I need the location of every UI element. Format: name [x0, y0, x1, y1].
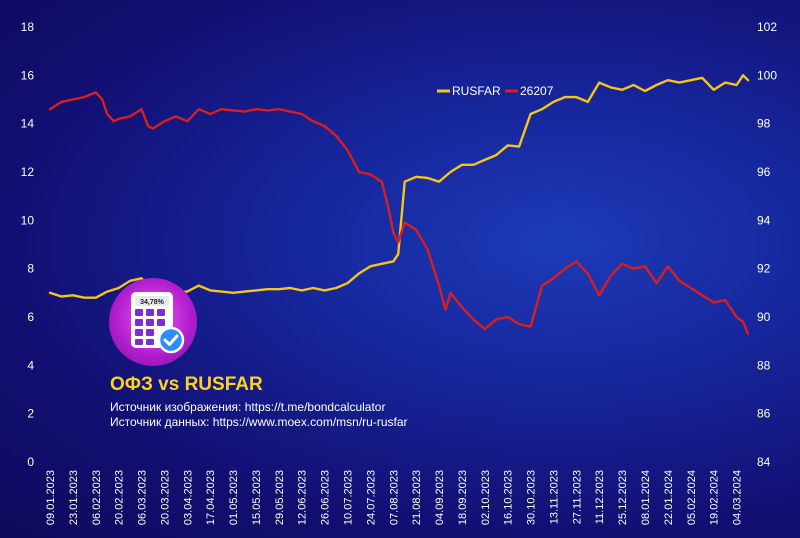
x-tick-label: 04.09.2023 [434, 470, 446, 525]
x-tick-label: 09.01.2023 [45, 470, 57, 525]
x-tick-label: 20.03.2023 [159, 470, 171, 525]
left-tick-label: 16 [21, 68, 35, 82]
x-tick-label: 17.04.2023 [205, 470, 217, 525]
right-tick-label: 100 [757, 68, 777, 82]
right-axis: 84 86 88 90 92 94 96 98 100 102 [757, 20, 777, 469]
calculator-logo: 34,78% [109, 278, 197, 366]
x-tick-label: 21.08.2023 [411, 470, 423, 525]
x-tick-label: 20.02.2023 [114, 470, 126, 525]
left-tick-label: 18 [21, 20, 35, 34]
brand-title: ОФЗ vs RUSFAR [110, 374, 263, 395]
x-tick-label: 03.04.2023 [182, 470, 194, 525]
x-tick-label: 01.05.2023 [228, 470, 240, 525]
x-tick-label: 27.11.2023 [571, 470, 583, 524]
x-tick-label: 05.02.2024 [686, 470, 698, 525]
right-tick-label: 92 [757, 262, 771, 276]
legend-label-26207: 26207 [520, 84, 554, 98]
right-tick-label: 84 [757, 455, 771, 469]
x-tick-label: 07.08.2023 [388, 470, 400, 525]
calculator-icon: 34,78% [131, 292, 185, 354]
left-tick-label: 2 [27, 407, 34, 421]
legend-label-rusfar: RUSFAR [452, 84, 501, 98]
series-line-26207 [48, 91, 750, 336]
x-tick-label: 15.05.2023 [251, 470, 263, 525]
x-tick-label: 30.10.2023 [526, 470, 538, 525]
right-tick-label: 90 [757, 310, 771, 324]
image-source-line: Источник изображения: https://t.me/bondc… [110, 400, 386, 414]
x-tick-label: 16.10.2023 [503, 470, 515, 525]
left-tick-label: 8 [27, 262, 34, 276]
left-tick-label: 4 [27, 358, 34, 372]
right-tick-label: 98 [757, 117, 771, 131]
legend: RUSFAR 26207 [437, 84, 554, 98]
x-tick-label: 25.12.2023 [617, 470, 629, 525]
right-tick-label: 86 [757, 407, 771, 421]
x-tick-label: 04.03.2024 [732, 470, 744, 525]
x-tick-label: 18.09.2023 [457, 470, 469, 525]
series-line-rusfar [48, 74, 750, 299]
right-tick-label: 102 [757, 20, 777, 34]
x-tick-label: 19.02.2024 [709, 470, 721, 525]
right-tick-label: 96 [757, 165, 771, 179]
x-tick-label: 13.11.2023 [548, 470, 560, 524]
data-source-line: Источник данных: https://www.moex.com/ms… [110, 415, 408, 429]
right-tick-label: 88 [757, 358, 771, 372]
x-tick-label: 22.01.2024 [663, 470, 675, 525]
x-tick-label: 24.07.2023 [365, 470, 377, 525]
x-tick-label: 11.12.2023 [594, 470, 606, 524]
calculator-display: 34,78% [140, 299, 165, 306]
left-tick-label: 10 [21, 213, 35, 227]
left-tick-label: 6 [27, 310, 34, 324]
x-tick-label: 06.02.2023 [91, 470, 103, 525]
brand-block: ОФЗ vs RUSFAR Источник изображения: http… [110, 374, 470, 430]
left-tick-label: 14 [21, 117, 35, 131]
x-axis: 09.01.2023 23.01.2023 06.02.2023 20.02.2023… [45, 470, 744, 525]
x-tick-label: 02.10.2023 [480, 470, 492, 525]
left-tick-label: 0 [27, 455, 34, 469]
x-tick-label: 08.01.2024 [640, 470, 652, 525]
right-tick-label: 94 [757, 213, 771, 227]
x-tick-label: 29.05.2023 [274, 470, 286, 525]
x-tick-label: 12.06.2023 [297, 470, 309, 525]
x-tick-label: 06.03.2023 [137, 470, 149, 525]
x-tick-label: 23.01.2023 [68, 470, 80, 525]
left-axis: 0 2 4 6 8 10 12 14 16 18 [21, 20, 35, 469]
left-tick-label: 12 [21, 165, 35, 179]
x-tick-label: 26.06.2023 [320, 470, 332, 525]
x-tick-label: 10.07.2023 [343, 470, 355, 525]
